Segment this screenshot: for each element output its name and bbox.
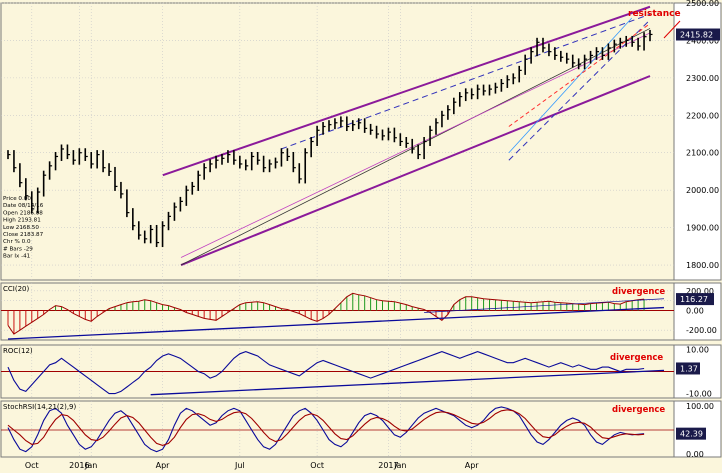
legend-line: Price 0.00 bbox=[3, 196, 31, 202]
legend-line: Low 2168.50 bbox=[3, 225, 39, 231]
x-tick-label: Jul bbox=[234, 461, 245, 470]
y-tick-label: 1800.00 bbox=[686, 261, 719, 270]
lower-channel-line bbox=[180, 75, 651, 266]
stochrsi-value-box bbox=[676, 427, 706, 440]
roc-trendline bbox=[150, 369, 665, 396]
y-tick-label: 200.00 bbox=[686, 287, 714, 296]
y-tick-label: 100.00 bbox=[686, 402, 714, 411]
y-tick-label: -200.00 bbox=[686, 326, 717, 335]
stochrsi-label: StochRSI(14,21(2),9) bbox=[3, 403, 76, 411]
stochrsi-line bbox=[7, 406, 645, 453]
x-tick-label: Apr bbox=[465, 461, 480, 470]
roc-line bbox=[7, 351, 645, 395]
roc-label: ROC(12) bbox=[3, 347, 33, 355]
cci-value-box bbox=[676, 293, 714, 306]
last-price-label: 2415.82 bbox=[680, 31, 713, 40]
x-axis-band bbox=[1, 459, 674, 473]
red-dashed-line bbox=[508, 23, 651, 127]
legend-line: Date 08/14/16 bbox=[3, 203, 44, 209]
y-tick-label: 2300.00 bbox=[686, 74, 719, 83]
y-tick-label: 0.00 bbox=[686, 450, 704, 459]
stochrsi-value-label: 42.39 bbox=[680, 430, 703, 439]
cci-value-label: 116.27 bbox=[680, 295, 708, 304]
upper-channel-line bbox=[162, 5, 651, 177]
dashed-upper-line bbox=[281, 13, 651, 150]
x-tick-label: Apr bbox=[156, 461, 171, 470]
legend-line: Close 2183.87 bbox=[3, 232, 44, 238]
y-tick-label: 0.00 bbox=[686, 307, 704, 316]
last-price-box bbox=[676, 28, 720, 41]
panel-axis-area bbox=[673, 282, 722, 341]
x-tick-label: Jan bbox=[84, 461, 97, 470]
x-tick-label: 2016 bbox=[69, 461, 89, 470]
x-tick-label: Oct bbox=[25, 461, 39, 470]
panel-axis-area bbox=[673, 2, 722, 281]
roc-value-label: 1.37 bbox=[680, 364, 698, 373]
y-tick-label: 2100.00 bbox=[686, 149, 719, 158]
resistance-arrow bbox=[663, 20, 681, 39]
fan-line bbox=[508, 17, 633, 153]
cci-line bbox=[7, 292, 645, 335]
inner-channel-line bbox=[180, 32, 651, 258]
stochrsi-divergence-annotation: divergence bbox=[612, 405, 665, 415]
y-tick-label: 2400.00 bbox=[686, 36, 719, 45]
y-tick-label: 1900.00 bbox=[686, 224, 719, 233]
median-line bbox=[180, 28, 651, 266]
panel-frame bbox=[0, 400, 675, 458]
x-tick-label: Jan bbox=[393, 461, 406, 470]
panel-frame bbox=[0, 282, 675, 341]
cci-divergence-annotation: divergence bbox=[612, 287, 665, 297]
stochrsi-signal-line bbox=[7, 409, 645, 446]
cci-trendline bbox=[7, 306, 665, 340]
y-tick-label: 10.00 bbox=[686, 345, 709, 354]
roc-value-box bbox=[676, 362, 700, 375]
legend-line: Open 2186.08 bbox=[3, 210, 43, 216]
x-tick-label: 2017 bbox=[378, 461, 398, 470]
y-tick-label: 2500.00 bbox=[686, 0, 719, 8]
legend-line: Chr % 0.0 bbox=[3, 239, 31, 245]
y-tick-label: 2200.00 bbox=[686, 111, 719, 120]
panel-frame bbox=[0, 2, 675, 281]
y-tick-label: 2000.00 bbox=[686, 186, 719, 195]
x-tick-label: Oct bbox=[310, 461, 324, 470]
legend-line: # Bars -29 bbox=[3, 246, 33, 252]
legend-line: Bar Ix -41 bbox=[3, 254, 31, 260]
resistance-annotation: resistance bbox=[628, 9, 681, 19]
roc-divergence-annotation: divergence bbox=[610, 353, 663, 363]
y-tick-label: -10.00 bbox=[686, 390, 712, 399]
cci-label: CCI(20) bbox=[3, 285, 29, 293]
cci-divergence-line bbox=[424, 298, 665, 313]
legend-line: High 2193.81 bbox=[3, 218, 41, 224]
